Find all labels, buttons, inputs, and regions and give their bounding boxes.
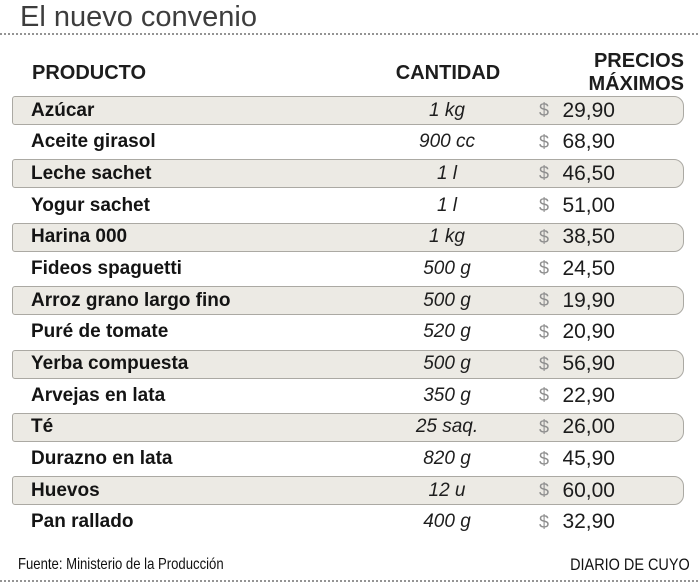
product-name: Azúcar xyxy=(31,99,95,121)
currency-symbol: $ xyxy=(539,385,550,406)
table-row: Yerba compuesta 500 g $ 56,90 xyxy=(12,349,684,379)
table-row: Azúcar 1 kg $ 29,90 xyxy=(12,96,684,125)
price-value: 56,90 xyxy=(562,352,615,375)
price-cell: $ 51,00 xyxy=(527,194,683,218)
price-value: 29,90 xyxy=(562,98,615,122)
product-name: Pan rallado xyxy=(31,511,134,533)
price-cell: $ 38,50 xyxy=(527,225,683,249)
price-cell: $ 32,90 xyxy=(527,510,683,534)
currency-symbol: $ xyxy=(539,448,550,469)
table-row: Durazno en lata 820 g $ 45,90 xyxy=(12,445,684,474)
quantity-value: 1 kg xyxy=(429,226,465,248)
price-value: 19,90 xyxy=(562,288,615,312)
product-name: Yerba compuesta xyxy=(31,353,189,374)
quantity-value: 820 g xyxy=(423,448,471,470)
currency-symbol: $ xyxy=(539,321,550,342)
price-value: 38,50 xyxy=(562,225,615,249)
quantity-value: 500 g xyxy=(423,289,471,311)
table-row: Harina 000 1 kg $ 38,50 xyxy=(12,222,684,252)
quantity-value: 900 cc xyxy=(419,131,475,153)
price-value: 51,00 xyxy=(562,193,615,217)
price-cell: $ 22,90 xyxy=(527,384,683,408)
currency-symbol: $ xyxy=(539,195,550,216)
product-name: Arroz grano largo fino xyxy=(31,289,231,311)
table-row: Arvejas en lata 350 g $ 22,90 xyxy=(12,381,684,410)
product-name: Yogur sachet xyxy=(31,194,150,216)
currency-symbol: $ xyxy=(539,258,550,279)
product-name: Fideos spaguetti xyxy=(31,257,182,279)
quantity-value: 1 kg xyxy=(429,99,465,121)
publisher-credit: DIARIO DE CUYO xyxy=(570,555,690,574)
currency-symbol: $ xyxy=(539,511,550,532)
currency-symbol: $ xyxy=(539,100,550,120)
product-name: Té xyxy=(31,416,54,438)
product-name: Puré de tomate xyxy=(31,321,169,343)
table-row: Aceite girasol 900 cc $ 68,90 xyxy=(12,128,684,157)
top-dotted-rule xyxy=(0,33,698,35)
currency-symbol: $ xyxy=(539,480,550,501)
currency-symbol: $ xyxy=(539,226,550,247)
price-cell: $ 29,90 xyxy=(527,99,683,123)
price-value: 26,00 xyxy=(562,415,615,439)
product-name: Durazno en lata xyxy=(31,448,173,470)
currency-symbol: $ xyxy=(539,353,550,374)
product-name: Huevos xyxy=(31,479,100,501)
header-producto: PRODUCTO xyxy=(32,61,147,84)
product-name: Leche sachet xyxy=(31,162,152,184)
table-header-row: PRODUCTO CANTIDAD PRECIOS MÁXIMOS xyxy=(12,50,684,95)
bottom-dotted-rule xyxy=(0,580,698,582)
price-value: 20,90 xyxy=(562,320,615,344)
price-cell: $ 20,90 xyxy=(527,320,683,344)
price-cell: $ 24,50 xyxy=(527,257,683,281)
currency-symbol: $ xyxy=(539,131,550,152)
quantity-value: 1 l xyxy=(436,162,458,184)
table-row: Té 25 saq. $ 26,00 xyxy=(12,412,684,442)
price-value: 32,90 xyxy=(562,510,615,534)
price-value: 68,90 xyxy=(562,130,615,154)
product-name: Harina 000 xyxy=(31,226,128,248)
quantity-value: 400 g xyxy=(423,511,471,533)
currency-symbol: $ xyxy=(539,416,550,437)
price-table: Azúcar 1 kg $ 29,90 Aceite girasol 900 c… xyxy=(12,96,684,540)
quantity-value: 1 l xyxy=(436,194,458,216)
table-row: Huevos 12 u $ 60,00 xyxy=(12,476,684,506)
price-cell: $ 60,00 xyxy=(527,479,683,503)
page-title: El nuevo convenio xyxy=(20,1,257,33)
price-cell: $ 19,90 xyxy=(527,289,683,313)
table-row: Puré de tomate 520 g $ 20,90 xyxy=(12,318,684,347)
table-row: Yogur sachet 1 l $ 51,00 xyxy=(12,191,684,220)
header-cantidad: CANTIDAD xyxy=(395,61,501,84)
quantity-value: 500 g xyxy=(423,257,471,279)
quantity-value: 350 g xyxy=(423,384,471,406)
price-cell: $ 46,50 xyxy=(527,162,683,186)
table-row: Arroz grano largo fino 500 g $ 19,90 xyxy=(12,286,684,316)
currency-symbol: $ xyxy=(539,163,550,184)
quantity-value: 500 g xyxy=(423,353,471,374)
quantity-value: 25 saq. xyxy=(415,416,479,438)
quantity-value: 12 u xyxy=(428,479,466,501)
product-name: Aceite girasol xyxy=(31,131,156,153)
header-precios-maximos: PRECIOS MÁXIMOS xyxy=(588,50,684,95)
price-cell: $ 68,90 xyxy=(527,130,683,154)
price-cell: $ 45,90 xyxy=(527,447,683,471)
price-value: 22,90 xyxy=(562,383,615,407)
price-value: 46,50 xyxy=(562,161,615,185)
product-name: Arvejas en lata xyxy=(31,384,166,406)
price-cell: $ 56,90 xyxy=(527,352,683,376)
table-row: Fideos spaguetti 500 g $ 24,50 xyxy=(12,254,684,283)
table-row: Leche sachet 1 l $ 46,50 xyxy=(12,159,684,189)
price-value: 45,90 xyxy=(562,447,615,471)
source-credit: Fuente: Ministerio de la Producción xyxy=(18,556,224,573)
price-cell: $ 26,00 xyxy=(527,415,683,439)
currency-symbol: $ xyxy=(539,290,550,311)
price-value: 24,50 xyxy=(562,256,615,280)
quantity-value: 520 g xyxy=(423,321,471,343)
price-value: 60,00 xyxy=(562,478,615,502)
table-row: Pan rallado 400 g $ 32,90 xyxy=(12,508,684,537)
